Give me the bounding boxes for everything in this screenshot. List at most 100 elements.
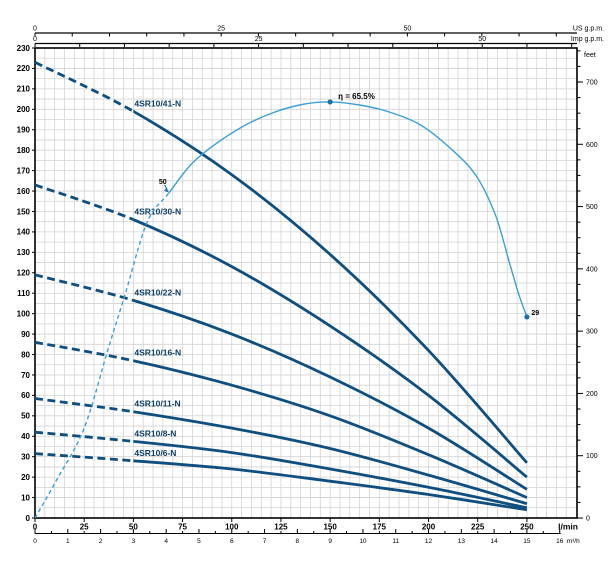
svg-text:100: 100	[17, 309, 31, 318]
svg-text:160: 160	[17, 187, 31, 196]
svg-text:100: 100	[586, 453, 598, 460]
svg-text:5: 5	[197, 538, 201, 545]
svg-text:25: 25	[80, 523, 89, 532]
svg-text:0: 0	[26, 514, 31, 523]
svg-text:100: 100	[225, 523, 239, 532]
feet-axis-label: feet	[584, 52, 596, 59]
x-axis-usgpm: 0 25 50 US g.p.m.	[33, 26, 604, 37]
curve-label: 4SR10/30-N	[134, 207, 181, 217]
svg-text:700: 700	[586, 79, 598, 86]
plot-border	[34, 47, 578, 519]
head-curve-4SR10-16-N	[34, 340, 528, 499]
lmin-axis-label: l/min	[558, 522, 578, 532]
svg-text:180: 180	[17, 146, 31, 155]
curve-label: 4SR10/8-N	[134, 428, 176, 438]
svg-text:10: 10	[21, 493, 30, 502]
head-curve-4SR10-30-N	[34, 183, 528, 479]
svg-text:13: 13	[458, 538, 466, 545]
svg-text:50: 50	[129, 523, 138, 532]
curve-label: 4SR10/41-N	[134, 98, 181, 108]
svg-text:300: 300	[586, 329, 598, 336]
head-curve-4SR10-6-N	[34, 452, 528, 512]
svg-text:20: 20	[21, 473, 30, 482]
grid	[35, 48, 577, 518]
svg-text:16: 16	[556, 538, 564, 545]
x-axis-impgpm: 0 25 50 Imp g.p.m.	[33, 36, 604, 47]
svg-text:500: 500	[586, 204, 598, 211]
svg-text:600: 600	[586, 142, 598, 149]
svg-text:200: 200	[422, 523, 436, 532]
svg-text:200: 200	[586, 391, 598, 398]
svg-text:0: 0	[33, 26, 37, 33]
svg-text:170: 170	[17, 166, 31, 175]
head-curve-4SR10-41-N	[34, 61, 528, 464]
svg-text:125: 125	[274, 523, 288, 532]
efficiency-peak-label: η = 65.5%	[338, 92, 375, 101]
svg-text:175: 175	[373, 523, 387, 532]
efficiency-markers: η = 65.5% 29 50	[159, 92, 539, 320]
efficiency-end-dot	[524, 314, 530, 320]
svg-text:Imp g.p.m.: Imp g.p.m.	[571, 36, 604, 43]
head-curve-4SR10-22-N	[34, 273, 528, 491]
svg-text:0: 0	[33, 523, 38, 532]
svg-text:30: 30	[21, 452, 30, 461]
efficiency-end-label: 29	[531, 310, 539, 317]
svg-text:75: 75	[178, 523, 187, 532]
svg-text:130: 130	[17, 248, 31, 257]
svg-text:50: 50	[21, 412, 30, 421]
efficiency-curve	[34, 101, 528, 519]
curve-label: 4SR10/11-N	[134, 399, 180, 409]
svg-text:0: 0	[586, 516, 590, 523]
svg-text:2: 2	[99, 538, 103, 545]
efficiency-50-arrow	[164, 184, 168, 190]
svg-text:140: 140	[17, 228, 31, 237]
svg-text:200: 200	[17, 105, 31, 114]
svg-text:400: 400	[586, 266, 598, 273]
svg-text:110: 110	[17, 289, 30, 298]
svg-text:220: 220	[17, 64, 31, 73]
svg-text:230: 230	[17, 44, 31, 53]
head-curve-4SR10-8-N	[34, 430, 528, 510]
svg-text:70: 70	[21, 371, 30, 380]
svg-text:25: 25	[255, 36, 263, 43]
y-axis-metres: 0 10 20 30 40 50 60 70 80 90 100 110 120 130 140 150 160…	[17, 44, 35, 523]
svg-text:4: 4	[164, 538, 168, 545]
svg-text:90: 90	[21, 330, 30, 339]
svg-text:14: 14	[490, 538, 498, 545]
x-axis-m3h: 0 1 2 3 4 5 6 7 8 9 10 11 12 13 14 15 16 m³/h	[33, 529, 580, 545]
y-axis-feet: 0 100 200 300 400 500 600 700 feet	[577, 50, 598, 523]
svg-text:250: 250	[520, 523, 534, 532]
efficiency-50-label: 50	[159, 179, 167, 186]
svg-text:50: 50	[403, 26, 411, 33]
svg-text:15: 15	[523, 538, 531, 545]
svg-text:80: 80	[21, 350, 30, 359]
svg-text:9: 9	[328, 538, 332, 545]
svg-text:12: 12	[425, 538, 433, 545]
svg-text:60: 60	[21, 391, 30, 400]
x-axis-lmin: 0 25 50 75 100 125 150 175 200 225 250 l/min	[33, 518, 578, 532]
svg-text:225: 225	[471, 523, 485, 532]
svg-text:10: 10	[359, 538, 367, 545]
svg-text:25: 25	[217, 26, 225, 33]
svg-text:11: 11	[392, 538, 399, 545]
svg-text:6: 6	[230, 538, 234, 545]
head-curve-4SR10-11-N	[34, 397, 528, 506]
svg-text:3: 3	[132, 538, 136, 545]
m3h-axis-label: m³/h	[567, 538, 580, 545]
svg-text:40: 40	[21, 432, 30, 441]
curve-label: 4SR10/6-N	[134, 448, 176, 458]
curve-label: 4SR10/16-N	[134, 348, 181, 358]
svg-text:150: 150	[323, 523, 337, 532]
svg-text:7: 7	[263, 538, 267, 545]
svg-text:150: 150	[17, 207, 31, 216]
svg-text:US g.p.m.: US g.p.m.	[573, 26, 604, 33]
svg-text:0: 0	[33, 538, 37, 545]
svg-text:8: 8	[296, 538, 300, 545]
svg-text:210: 210	[17, 85, 31, 94]
svg-text:50: 50	[478, 36, 486, 43]
svg-text:120: 120	[17, 269, 31, 278]
curve-label: 4SR10/22-N	[134, 287, 181, 297]
svg-text:1: 1	[66, 538, 70, 545]
